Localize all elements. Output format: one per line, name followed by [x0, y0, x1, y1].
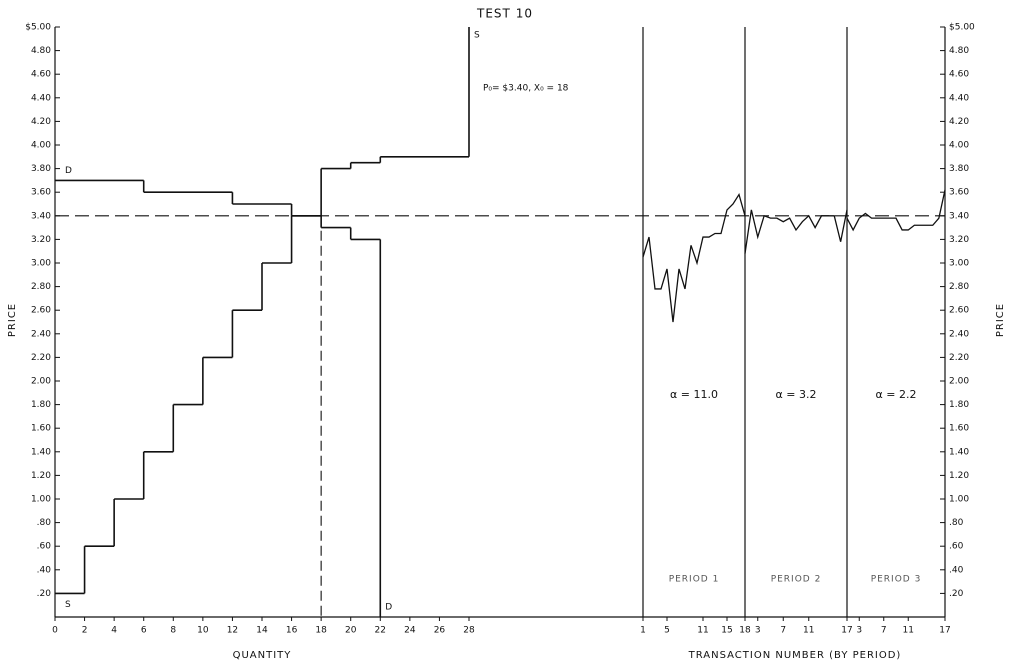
demand-label: D — [65, 166, 72, 176]
y-tick-label: 2.60 — [949, 306, 969, 316]
x-tick-label: 1 — [640, 626, 646, 636]
y-tick-label: 2.40 — [31, 329, 51, 339]
y-tick-label: .80 — [37, 518, 52, 528]
x-tick-label: 26 — [434, 626, 446, 636]
y-tick-label: 2.80 — [949, 282, 969, 292]
y-tick-label: 3.80 — [31, 164, 51, 174]
y-tick-label: .60 — [949, 542, 964, 552]
y-tick-label: .60 — [37, 542, 52, 552]
y-tick-label: 3.60 — [949, 188, 969, 198]
x-tick-label: 8 — [170, 626, 176, 636]
x-tick-label: 11 — [803, 626, 814, 636]
alpha-label: α = 11.0 — [670, 388, 718, 401]
x-tick-label: 11 — [903, 626, 914, 636]
x-tick-label: 17 — [841, 626, 852, 636]
x-tick-label: 6 — [141, 626, 147, 636]
y-tick-label: 3.00 — [31, 259, 51, 269]
y-tick-label: 1.40 — [949, 447, 969, 457]
chart-title: TEST 10 — [476, 7, 533, 21]
y-tick-label: 2.20 — [949, 353, 969, 363]
supply-label: S — [65, 600, 71, 610]
y-tick-label: 4.60 — [31, 70, 51, 80]
x-tick-label: 12 — [227, 626, 238, 636]
y-tick-label: .80 — [949, 518, 964, 528]
x-tick-label: 7 — [780, 626, 786, 636]
y-axis-label: PRICE — [995, 303, 1006, 337]
y-tick-label: 2.80 — [31, 282, 51, 292]
y-tick-label: 2.40 — [949, 329, 969, 339]
x-tick-label: 24 — [404, 626, 416, 636]
y-tick-label: 1.60 — [949, 424, 969, 434]
x-axis-label: TRANSACTION NUMBER (BY PERIOD) — [688, 650, 902, 661]
x-tick-label: 22 — [375, 626, 386, 636]
y-tick-label: 1.20 — [949, 471, 969, 481]
x-tick-label: 20 — [345, 626, 357, 636]
y-tick-label: 4.00 — [31, 141, 51, 151]
y-tick-label: .20 — [37, 589, 52, 599]
y-tick-label: .40 — [37, 565, 52, 575]
x-tick-label: 28 — [463, 626, 475, 636]
y-tick-label: 4.20 — [949, 117, 969, 127]
demand-label: D — [385, 603, 392, 613]
y-tick-label: 3.80 — [949, 164, 969, 174]
y-tick-label: 1.20 — [31, 471, 51, 481]
y-tick-label: .40 — [949, 565, 964, 575]
annotation: P₀= $3.40, X₀ = 18 — [483, 84, 569, 94]
y-tick-label: 3.40 — [949, 211, 969, 221]
y-tick-label: 2.00 — [949, 377, 969, 387]
x-tick-label: 0 — [52, 626, 58, 636]
period-label: PERIOD 1 — [669, 575, 720, 585]
x-tick-label: 3 — [856, 626, 862, 636]
y-tick-label: 2.60 — [31, 306, 51, 316]
y-tick-label: 4.80 — [949, 46, 969, 56]
alpha-label: α = 2.2 — [876, 388, 917, 401]
price-line — [642, 192, 746, 323]
y-tick-label: 3.20 — [31, 235, 51, 245]
y-tick-label: 4.80 — [31, 46, 51, 56]
y-tick-label: 1.60 — [31, 424, 51, 434]
x-tick-label: 2 — [82, 626, 88, 636]
y-tick-label: 4.20 — [31, 117, 51, 127]
x-tick-label: 10 — [197, 626, 209, 636]
x-tick-label: 3 — [755, 626, 761, 636]
period-label: PERIOD 2 — [771, 575, 822, 585]
x-tick-label: 5 — [664, 626, 670, 636]
y-tick-label: $5.00 — [25, 23, 51, 33]
y-tick-label: 1.80 — [31, 400, 51, 410]
y-tick-label: 3.60 — [31, 188, 51, 198]
y-tick-label: 1.80 — [949, 400, 969, 410]
x-tick-label: 4 — [111, 626, 117, 636]
y-tick-label: 2.20 — [31, 353, 51, 363]
y-tick-label: 4.40 — [31, 93, 51, 103]
x-tick-label: 18 — [739, 626, 751, 636]
x-tick-label: 7 — [881, 626, 887, 636]
x-tick-label: 17 — [939, 626, 950, 636]
y-tick-label: 3.40 — [31, 211, 51, 221]
price-line — [846, 189, 946, 232]
y-tick-label: 4.40 — [949, 93, 969, 103]
y-tick-label: 1.00 — [949, 495, 969, 505]
y-tick-label: 1.00 — [31, 495, 51, 505]
y-tick-label: 1.40 — [31, 447, 51, 457]
x-tick-label: 11 — [697, 626, 708, 636]
alpha-label: α = 3.2 — [776, 388, 817, 401]
y-tick-label: 4.60 — [949, 70, 969, 80]
supply-label: S — [474, 31, 480, 41]
x-tick-label: 15 — [721, 626, 732, 636]
x-tick-label: 18 — [315, 626, 327, 636]
period-label: PERIOD 3 — [871, 575, 922, 585]
x-tick-label: 14 — [256, 626, 268, 636]
y-tick-label: 2.00 — [31, 377, 51, 387]
x-tick-label: 16 — [286, 626, 298, 636]
y-tick-label: 4.00 — [949, 141, 969, 151]
price-line — [744, 209, 848, 254]
y-axis-label: PRICE — [7, 303, 18, 337]
x-axis-label: QUANTITY — [233, 650, 292, 661]
y-tick-label: $5.00 — [949, 23, 975, 33]
y-tick-label: 3.20 — [949, 235, 969, 245]
y-tick-label: 3.00 — [949, 259, 969, 269]
y-tick-label: .20 — [949, 589, 964, 599]
